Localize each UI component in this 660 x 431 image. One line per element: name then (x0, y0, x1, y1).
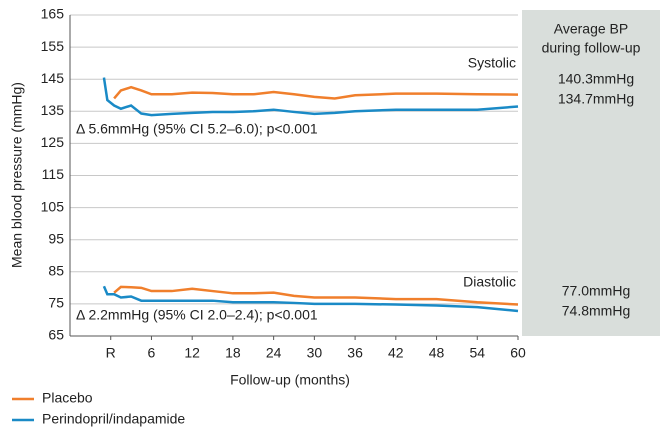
x-tick-label: 12 (184, 345, 200, 361)
series-line (102, 77, 519, 117)
x-tick-label: 42 (388, 345, 404, 361)
y-tick-label: 95 (48, 230, 64, 246)
y-tick-label: 145 (41, 70, 65, 86)
legend-label: Placebo (42, 390, 93, 406)
y-tick-label: 125 (41, 134, 65, 150)
y-tick-label: 155 (41, 38, 65, 54)
y-tick-label: 75 (48, 295, 64, 311)
series-line (113, 85, 519, 100)
x-tick-label: 48 (429, 345, 445, 361)
series-group-label: Systolic (468, 55, 516, 71)
panel-title: during follow-up (542, 40, 641, 56)
y-tick-label: 165 (41, 6, 65, 22)
x-axis-label: Follow-up (months) (230, 372, 350, 388)
x-tick-label: 36 (347, 345, 363, 361)
average-panel (522, 10, 660, 336)
x-tick-label: 6 (148, 345, 156, 361)
y-tick-label: 65 (48, 327, 64, 343)
y-tick-label: 85 (48, 263, 64, 279)
x-tick-label: 30 (307, 345, 323, 361)
legend-label: Perindopril/indapamide (42, 411, 185, 427)
x-tick-label: R (106, 345, 116, 361)
x-tick-label: 60 (510, 345, 526, 361)
y-tick-label: 105 (41, 198, 65, 214)
x-tick-label: 24 (266, 345, 282, 361)
x-tick-label: 54 (469, 345, 485, 361)
y-tick-label: 115 (42, 166, 65, 182)
average-value: 134.7mmHg (558, 91, 634, 107)
average-value: 140.3mmHg (558, 71, 634, 87)
annotation: Δ 2.2mmHg (95% CI 2.0–2.4); p<0.001 (76, 307, 318, 323)
annotation: Δ 5.6mmHg (95% CI 5.2–6.0); p<0.001 (76, 121, 318, 137)
average-value: 77.0mmHg (562, 283, 630, 299)
series-line (113, 285, 519, 306)
x-tick-label: 18 (225, 345, 241, 361)
average-value: 74.8mmHg (562, 303, 630, 319)
series-group-label: Diastolic (463, 274, 516, 290)
series-line (102, 285, 519, 313)
y-tick-label: 135 (41, 102, 65, 118)
y-axis-label: Mean blood pressure (mmHg) (9, 82, 25, 268)
panel-title: Average BP (554, 21, 628, 37)
